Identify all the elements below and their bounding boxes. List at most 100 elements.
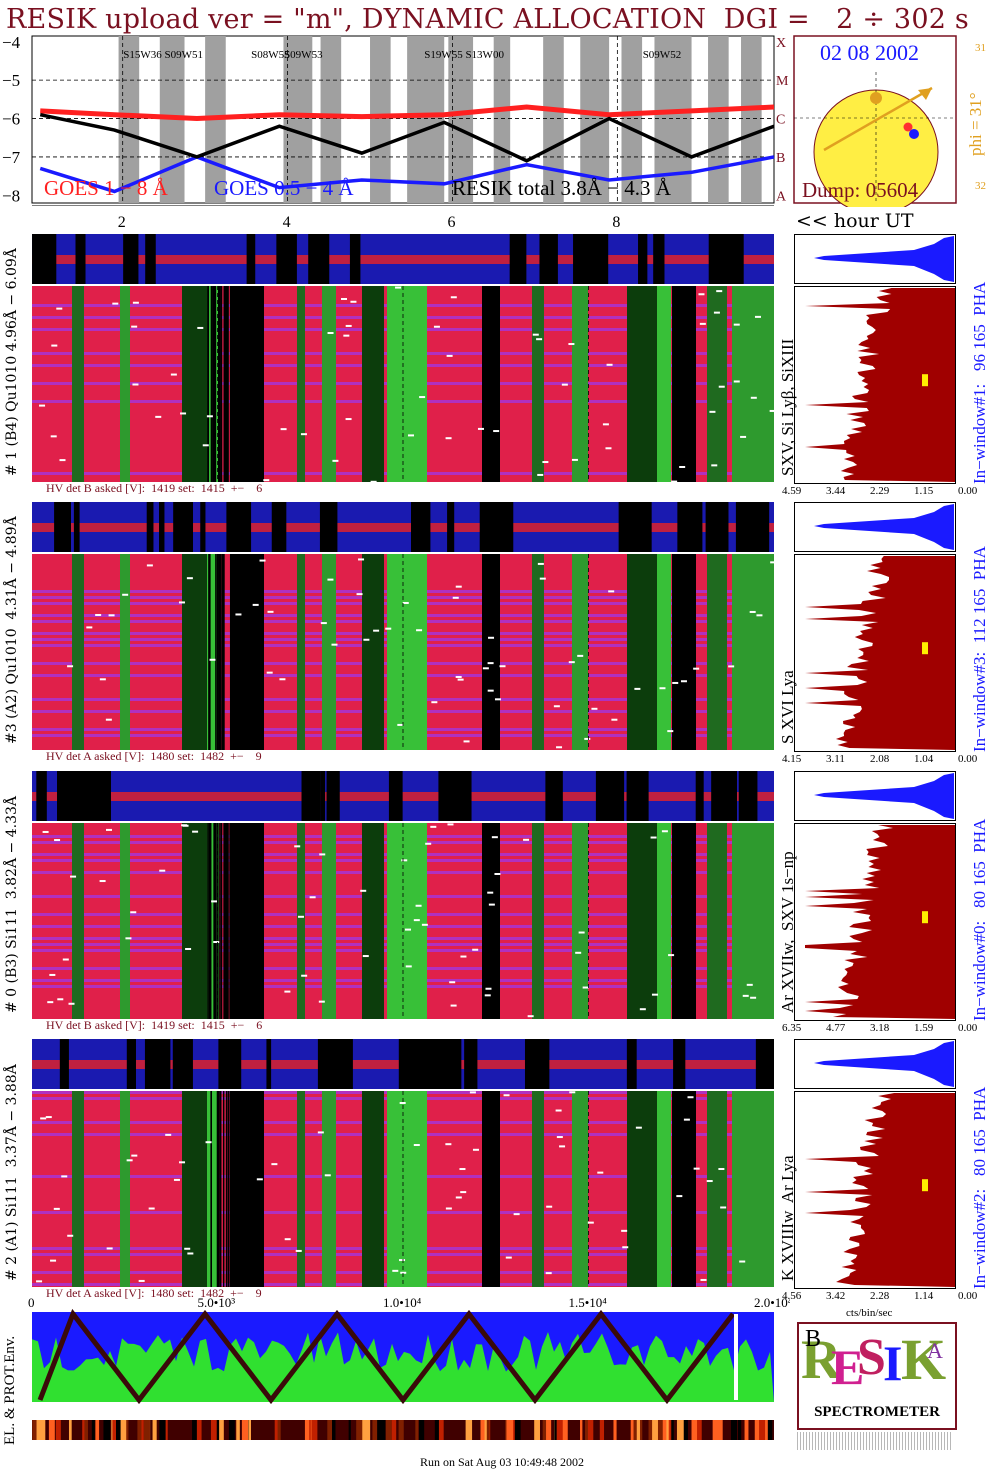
heatmap-speck bbox=[358, 558, 365, 561]
heatmap-speck bbox=[720, 1206, 727, 1209]
heatmap-speck bbox=[271, 1163, 278, 1166]
line-id-label: Ar XVIIw, SXV 1s−np bbox=[778, 851, 797, 1013]
heatmap-line bbox=[213, 286, 216, 482]
heatmap-speck bbox=[36, 1280, 43, 1283]
heatmap-column bbox=[120, 286, 130, 482]
pha-stripe-gap bbox=[338, 1039, 353, 1089]
heatmap-column bbox=[532, 554, 544, 750]
hour-tick-label: 4 bbox=[283, 214, 291, 231]
heatmap-speck bbox=[399, 1101, 406, 1104]
env-strip-cell bbox=[546, 1420, 552, 1440]
heatmap-speck bbox=[659, 687, 666, 690]
env-strip-cell bbox=[718, 1420, 723, 1440]
heatmap-speck bbox=[713, 311, 720, 314]
heatmap-line bbox=[215, 554, 217, 750]
heatmap-speck bbox=[634, 687, 641, 690]
panel-label: #3 (A2) Qu1010 4.31Å − 4.89Å bbox=[4, 516, 20, 744]
env-strip-cell bbox=[236, 1420, 240, 1440]
heatmap-speck bbox=[340, 297, 347, 300]
heatmap-speck bbox=[622, 1246, 629, 1249]
env-strip-cell bbox=[274, 1420, 278, 1440]
env-strip-cell bbox=[137, 1420, 142, 1440]
heatmap-line bbox=[226, 286, 229, 482]
heatmap-speck bbox=[345, 418, 352, 421]
pha-stripe-gap bbox=[573, 234, 597, 284]
env-strip-cell bbox=[241, 1420, 249, 1440]
heatmap-line bbox=[245, 286, 247, 482]
heatmap-speck bbox=[561, 383, 568, 386]
heatmap-line bbox=[253, 823, 256, 1019]
heatmap-speck bbox=[523, 838, 530, 841]
phi-tick-top: 31 bbox=[975, 42, 986, 54]
hour-axis: 2 4 6 8 bbox=[32, 205, 774, 231]
pha-stripe-gap bbox=[75, 234, 86, 284]
heatmap-line bbox=[251, 1091, 254, 1287]
env-strip-cell bbox=[363, 1420, 367, 1440]
pha-stripe-gap bbox=[727, 234, 744, 284]
env-strip-cell bbox=[691, 1420, 696, 1440]
env-strip-cell bbox=[115, 1420, 122, 1440]
pha-stripe-gap bbox=[126, 1039, 136, 1089]
heatmap-speck bbox=[513, 1213, 520, 1216]
heatmap-speck bbox=[317, 1131, 324, 1134]
heatmap-speck bbox=[402, 601, 409, 604]
hist-shape bbox=[805, 288, 955, 482]
env-strip-cell bbox=[327, 1420, 332, 1440]
heatmap-speck bbox=[112, 302, 119, 305]
env-tick-label: 2.0•10⁴ bbox=[754, 1295, 790, 1310]
heatmap-speck bbox=[57, 998, 64, 1001]
heatmap-line bbox=[232, 823, 235, 1019]
heatmap-line bbox=[251, 286, 254, 482]
heatmap-speck bbox=[494, 698, 501, 701]
heatmap-line bbox=[255, 554, 258, 750]
env-strip-cell bbox=[364, 1420, 371, 1440]
heatmap-speck bbox=[591, 707, 598, 710]
heatmap-column bbox=[572, 286, 588, 482]
goes-class-label: A bbox=[776, 189, 787, 204]
heatmap-speck bbox=[47, 1001, 54, 1004]
heatmap-speck bbox=[53, 1207, 60, 1210]
heatmap-line bbox=[224, 823, 226, 1019]
pha-stripe-gap bbox=[218, 1039, 242, 1089]
heatmap-speck bbox=[650, 836, 657, 839]
ar-region-label: S08W55 bbox=[251, 49, 290, 61]
heatmap-speck bbox=[430, 825, 437, 828]
heatmap-speck bbox=[197, 326, 204, 329]
heatmap-speck bbox=[469, 1091, 476, 1094]
pha-stripe-gap bbox=[172, 1039, 193, 1089]
env-strip-cell bbox=[38, 1420, 46, 1440]
eclipse-band bbox=[741, 36, 762, 203]
heatmap-column bbox=[387, 1091, 427, 1287]
heatmap-column bbox=[322, 554, 336, 750]
hist-xlabel: cts/bin/sec bbox=[846, 1307, 893, 1319]
heatmap-speck bbox=[360, 889, 367, 892]
series-line-0 bbox=[40, 104, 775, 122]
env-strip-cell bbox=[580, 1420, 583, 1440]
heatmap-speck bbox=[206, 415, 213, 418]
env-strip-cell bbox=[744, 1420, 749, 1440]
heatmap-column bbox=[322, 823, 336, 1019]
heatmap-line bbox=[210, 1091, 212, 1287]
heatmap-speck bbox=[578, 931, 585, 934]
ar-region-label: S15W36 bbox=[123, 49, 162, 61]
heatmap-line bbox=[250, 554, 252, 750]
env-strip-cell bbox=[68, 1420, 72, 1440]
pha-stripe-gap bbox=[32, 234, 57, 284]
heatmap-speck bbox=[252, 603, 259, 606]
heatmap-line bbox=[236, 286, 239, 482]
env-strip-cell bbox=[32, 1420, 38, 1440]
env-strip-cell bbox=[103, 1420, 111, 1440]
heatmap-column bbox=[482, 823, 500, 1019]
heatmap-speck bbox=[621, 1229, 628, 1232]
sun-disk-panel bbox=[793, 35, 957, 207]
heatmap-line bbox=[210, 286, 213, 482]
goes-class-label: X bbox=[776, 36, 786, 51]
heatmap-speck bbox=[577, 654, 584, 657]
heatmap-speck bbox=[126, 1159, 133, 1162]
heatmap-speck bbox=[452, 596, 459, 599]
heatmap-speck bbox=[138, 1279, 145, 1282]
heatmap-line bbox=[207, 823, 209, 1019]
heatmap-line bbox=[240, 823, 242, 1019]
pha-stripe-gap bbox=[498, 502, 514, 552]
